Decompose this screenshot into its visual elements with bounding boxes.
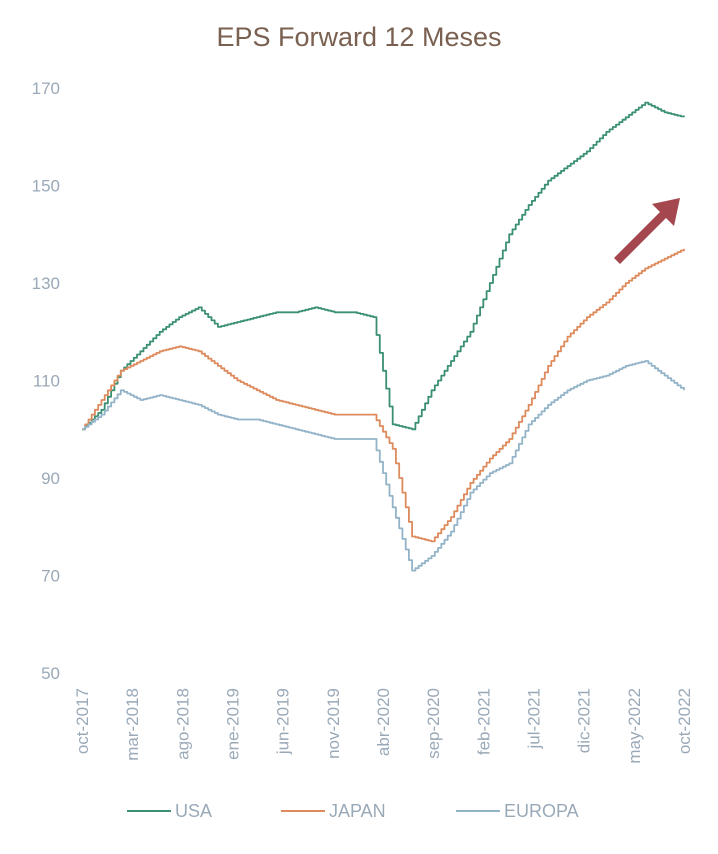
legend-label: JAPAN: [329, 801, 386, 821]
series-line-japan: [82, 248, 685, 543]
y-tick-label: 130: [32, 274, 60, 293]
x-tick-label: mar-2018: [123, 688, 142, 761]
y-tick-label: 150: [32, 177, 60, 196]
y-tick-label: 110: [33, 372, 60, 391]
legend-label: USA: [175, 801, 212, 821]
x-tick-label: dic-2021: [575, 688, 594, 753]
x-tick-label: oct-2017: [73, 688, 92, 754]
y-tick-label: 90: [41, 469, 60, 488]
series-group: [82, 101, 685, 572]
x-tick-label: sep-2020: [424, 688, 443, 759]
x-tick-label: jul-2021: [525, 688, 544, 750]
trend-arrow-icon: [614, 198, 680, 264]
y-tick-label: 70: [41, 567, 60, 586]
legend-label: EUROPA: [504, 801, 579, 821]
x-tick-label: abr-2020: [374, 688, 393, 756]
y-tick-label: 50: [41, 664, 60, 683]
x-tick-label: jun-2019: [274, 688, 293, 755]
y-tick-label: 170: [32, 79, 60, 98]
x-tick-label: may-2022: [625, 688, 644, 764]
series-line-usa: [82, 101, 685, 431]
x-tick-label: nov-2019: [324, 688, 343, 759]
x-axis: oct-2017 mar-2018 ago-2018 ene-2019 jun-2019…: [73, 688, 694, 764]
y-axis: 50 70 90 110 130 150 170: [32, 79, 60, 683]
x-tick-label: ene-2019: [224, 688, 243, 760]
x-tick-label: feb-2021: [474, 688, 493, 755]
legend: USA JAPAN EUROPA: [127, 801, 579, 821]
arrow-icon: [614, 198, 680, 264]
x-tick-label: oct-2022: [675, 688, 694, 754]
chart-title: EPS Forward 12 Meses: [216, 22, 502, 52]
x-tick-label: ago-2018: [173, 688, 192, 760]
series-line-europa: [82, 360, 685, 572]
